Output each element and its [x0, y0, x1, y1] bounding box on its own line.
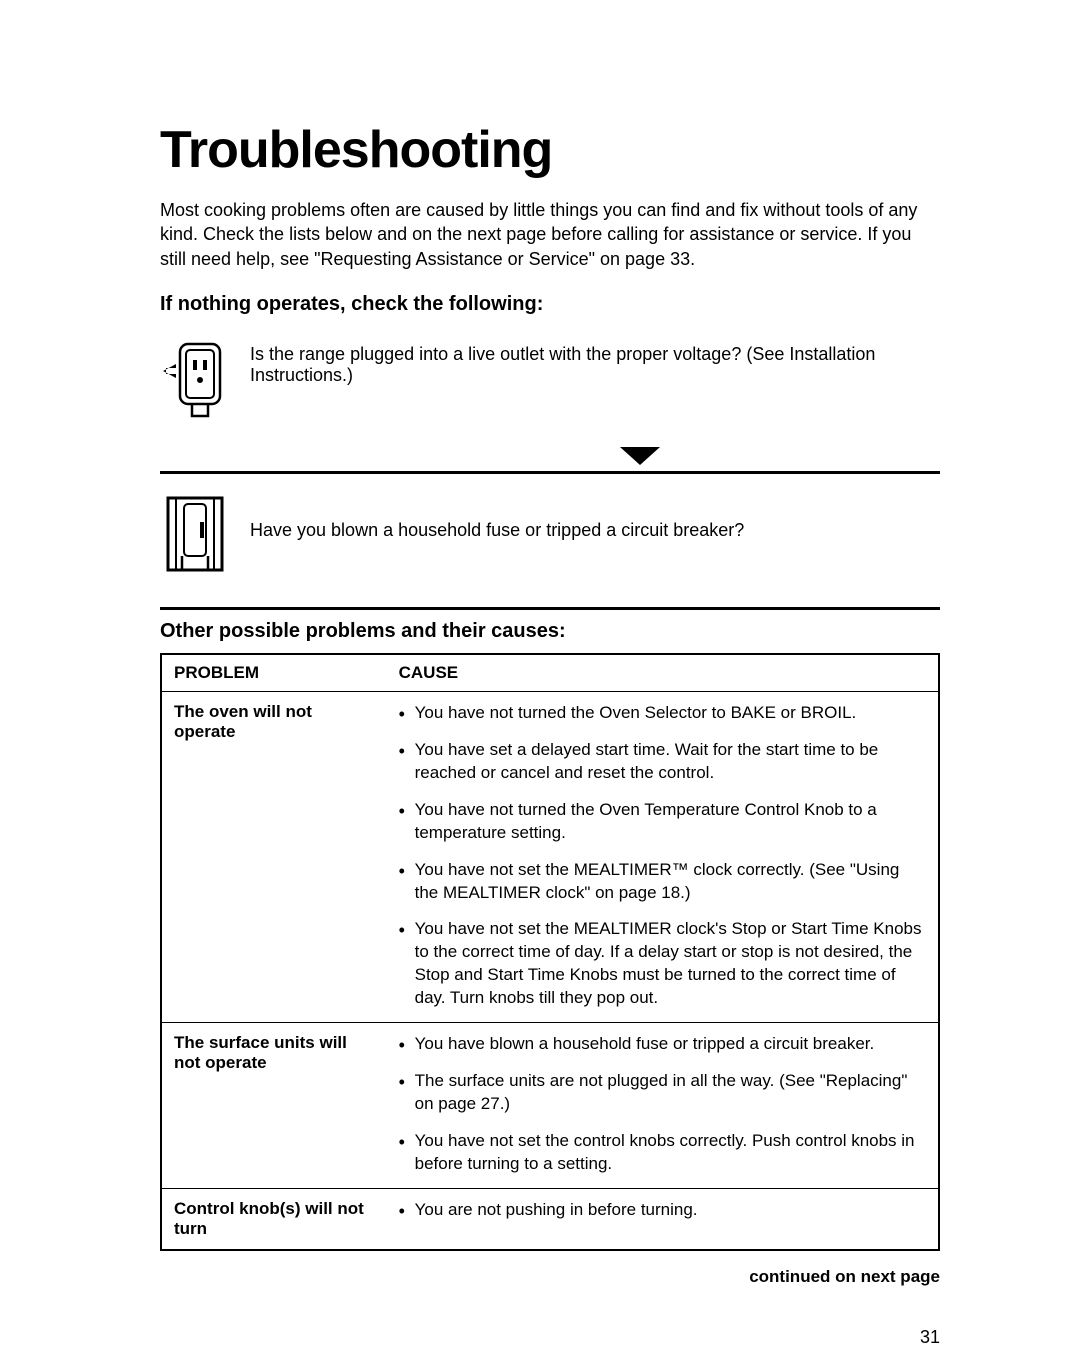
arrow-down-icon [340, 447, 940, 465]
page-number: 31 [160, 1327, 940, 1348]
problem-cell: The oven will not operate [161, 691, 387, 1022]
divider-1 [160, 471, 940, 474]
cause-item: You have not turned the Oven Selector to… [399, 702, 926, 725]
cause-cell: You have blown a household fuse or tripp… [387, 1023, 939, 1189]
cause-item: You have set a delayed start time. Wait … [399, 739, 926, 785]
plug-icon [160, 334, 250, 429]
problem-cell: Control knob(s) will not turn [161, 1188, 387, 1250]
page-title: Troubleshooting [160, 120, 940, 180]
cause-item: You are not pushing in before turning. [399, 1199, 926, 1222]
table-row: The oven will not operate You have not tu… [161, 691, 939, 1022]
troubleshooting-table: PROBLEM CAUSE The oven will not operateY… [160, 653, 940, 1251]
section2-heading: Other possible problems and their causes… [160, 620, 940, 643]
check-row-1: Is the range plugged into a live outlet … [160, 326, 940, 443]
table-row: The surface units will not operate You ha… [161, 1023, 939, 1189]
divider-2 [160, 607, 940, 610]
cause-cell: You have not turned the Oven Selector to… [387, 691, 939, 1022]
table-row: Control knob(s) will not turn You are not… [161, 1188, 939, 1250]
check-row-2: Have you blown a household fuse or tripp… [160, 484, 940, 601]
intro-text: Most cooking problems often are caused b… [160, 198, 940, 271]
col-problem: PROBLEM [161, 654, 387, 692]
problem-cell: The surface units will not operate [161, 1023, 387, 1189]
fuse-box-icon [160, 492, 250, 587]
cause-item: You have not set the control knobs corre… [399, 1130, 926, 1176]
section1-heading: If nothing operates, check the following… [160, 293, 940, 316]
cause-item: You have not set the MEALTIMER™ clock co… [399, 859, 926, 905]
continued-text: continued on next page [160, 1267, 940, 1287]
page: Troubleshooting Most cooking problems of… [0, 0, 1080, 1367]
col-cause: CAUSE [387, 654, 939, 692]
cause-item: You have not set the MEALTIMER clock's S… [399, 918, 926, 1010]
cause-item: You have not turned the Oven Temperature… [399, 799, 926, 845]
cause-item: The surface units are not plugged in all… [399, 1070, 926, 1116]
check1-text: Is the range plugged into a live outlet … [250, 334, 940, 386]
cause-cell: You are not pushing in before turning. [387, 1188, 939, 1250]
cause-item: You have blown a household fuse or tripp… [399, 1033, 926, 1056]
check2-text: Have you blown a household fuse or tripp… [250, 492, 940, 541]
